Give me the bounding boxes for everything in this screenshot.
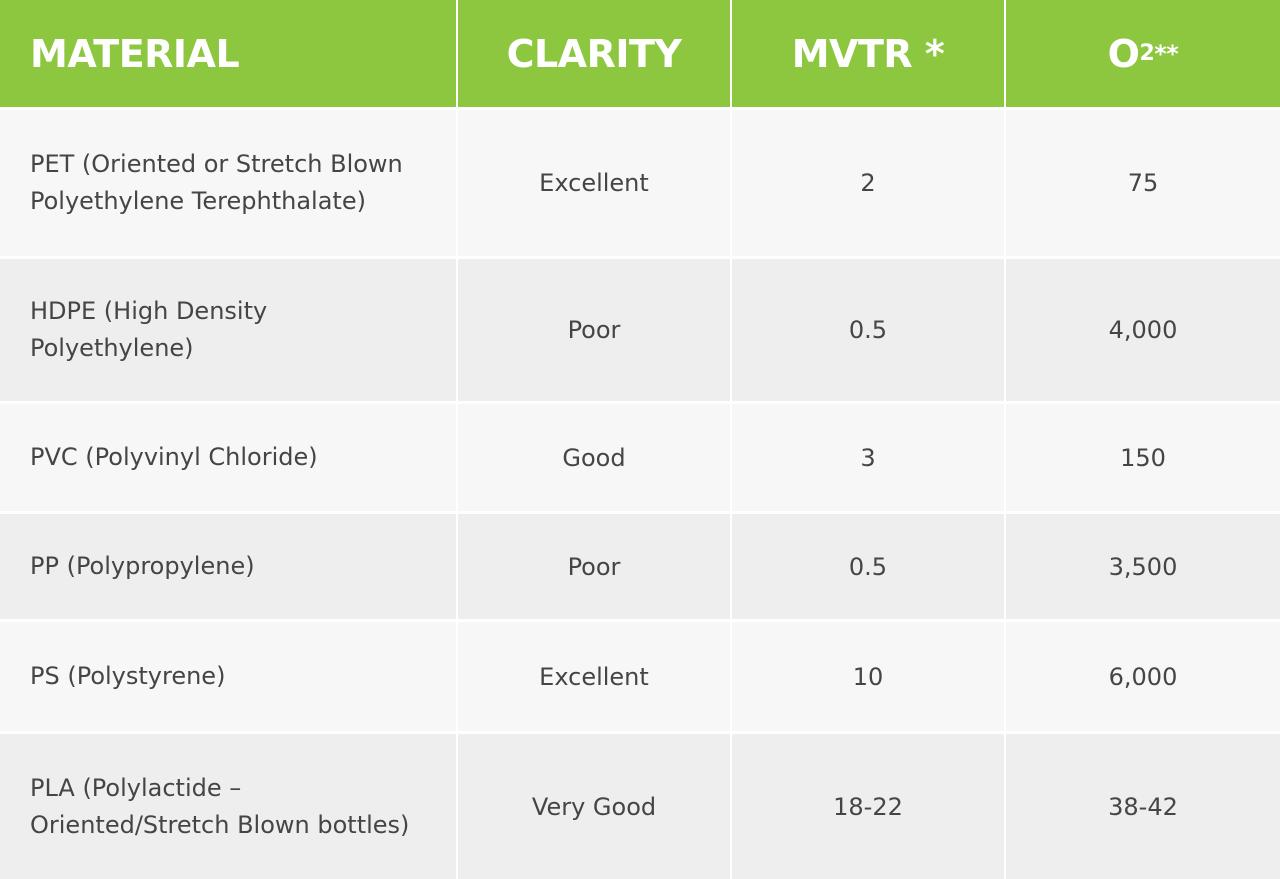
material-cell: PVC (Polyvinyl Chloride) [0, 404, 456, 511]
table-cell: 4,000 [1006, 259, 1280, 401]
material-text: PVC (Polyvinyl Chloride) [30, 439, 318, 476]
table-cell: Poor [458, 259, 730, 401]
table-cell: 150 [1006, 404, 1280, 511]
text-line: PS (Polystyrene) [30, 662, 226, 690]
material-text: PP (Polypropylene) [30, 548, 255, 585]
text-line: Polyethylene Terephthalate) [30, 187, 366, 215]
material-text: PS (Polystyrene) [30, 658, 225, 695]
text-line: PLA (Polylactide – [30, 773, 242, 802]
material-cell: PLA (Polylactide – Oriented/Stretch Blown… [0, 734, 456, 879]
text-line: Oriented/Stretch Blown bottles) [30, 810, 410, 839]
header-text: CLARITY [506, 31, 682, 76]
text-line: HDPE (High Density [30, 297, 268, 325]
material-cell: HDPE (High Density Polyethylene) [0, 259, 456, 401]
table-cell: Very Good [458, 734, 730, 879]
table-cell: 18-22 [732, 734, 1004, 879]
table-cell: 3 [732, 404, 1004, 511]
header-subscript: 2 [1139, 41, 1155, 66]
header-cell: MVTR * [732, 0, 1004, 107]
table-cell: 0.5 [732, 514, 1004, 619]
material-text: PET (Oriented or Stretch Blown Polyethyle… [30, 146, 403, 220]
header-cell: CLARITY [458, 0, 730, 107]
table-cell: 0.5 [732, 259, 1004, 401]
text-line: PP (Polypropylene) [30, 552, 255, 580]
table-cell: Excellent [458, 110, 730, 256]
material-text: HDPE (High Density Polyethylene) [30, 293, 267, 367]
table-cell: 38-42 [1006, 734, 1280, 879]
text-line: PVC (Polyvinyl Chloride) [30, 443, 318, 471]
text-line: PET (Oriented or Stretch Blown [30, 150, 403, 178]
header-superscript: ** [1154, 39, 1179, 68]
table-cell: Poor [458, 514, 730, 619]
material-text: PLA (Polylactide – Oriented/Stretch Blown… [30, 770, 409, 844]
table-cell: 10 [732, 622, 1004, 731]
table-cell: 75 [1006, 110, 1280, 256]
table-cell: 6,000 [1006, 622, 1280, 731]
table-cell: Good [458, 404, 730, 511]
text-line: Polyethylene) [30, 334, 194, 362]
header-text: MVTR * [791, 31, 945, 76]
material-cell: PET (Oriented or Stretch Blown Polyethyle… [0, 110, 456, 256]
table-cell: Excellent [458, 622, 730, 731]
header-cell: MATERIAL [0, 0, 456, 107]
header-text: O [1107, 31, 1140, 76]
material-cell: PS (Polystyrene) [0, 622, 456, 731]
table-cell: 3,500 [1006, 514, 1280, 619]
table-cell: 2 [732, 110, 1004, 256]
header-cell: O 2 ** [1006, 0, 1280, 107]
material-cell: PP (Polypropylene) [0, 514, 456, 619]
header-text: MATERIAL [30, 31, 240, 76]
